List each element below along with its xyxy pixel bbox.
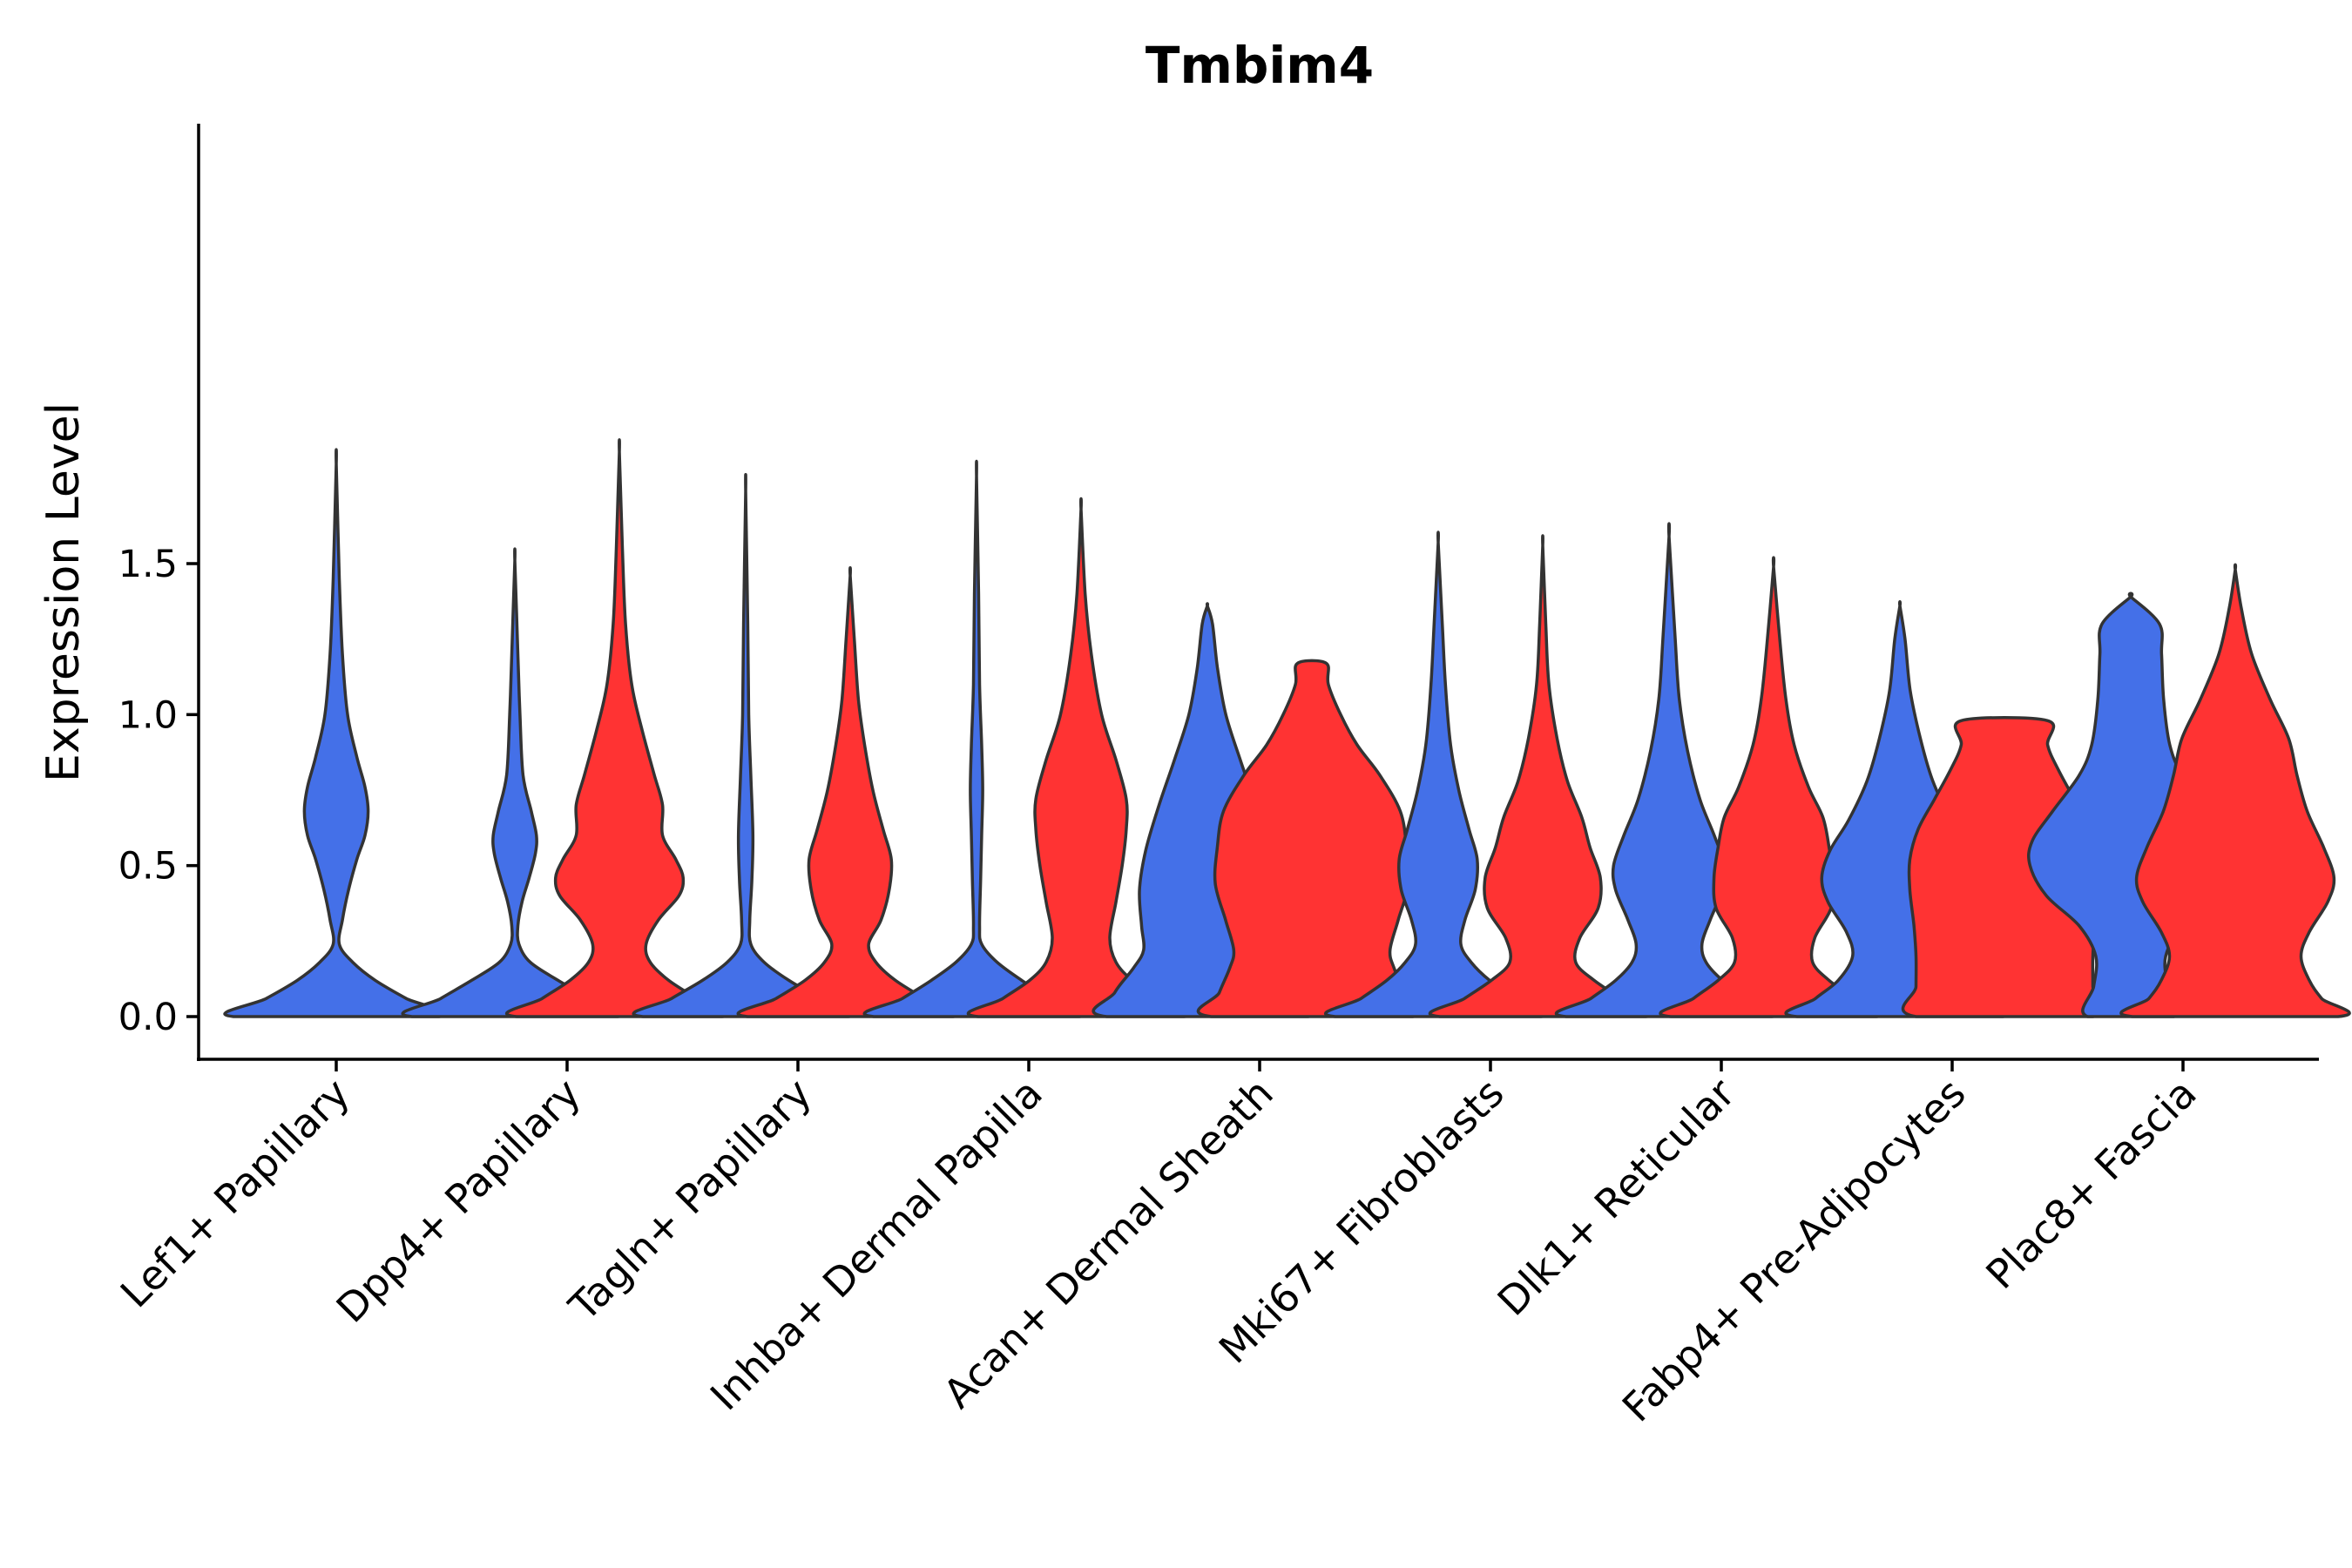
violin-group-blue xyxy=(401,547,629,1018)
violin-group-blue xyxy=(1554,522,1784,1018)
violin-group-blue xyxy=(862,459,1091,1018)
x-category-label: Dpp4+ Papillary xyxy=(328,1070,590,1332)
x-category-label: Tagln+ Papillary xyxy=(559,1070,821,1331)
y-tick-label: 1.0 xyxy=(118,693,178,737)
violin-group-red xyxy=(1428,534,1658,1018)
y-tick-label: 0.5 xyxy=(118,845,178,889)
y-axis-label: Expression Level xyxy=(37,402,90,782)
violins-layer xyxy=(223,438,2351,1018)
violin-group-blue xyxy=(1324,531,1552,1018)
violin-group-blue xyxy=(632,473,860,1018)
violin-group-red xyxy=(2119,563,2351,1018)
y-tick-label: 0.0 xyxy=(118,996,178,1039)
x-category-label: Plac8+ Fascia xyxy=(1977,1070,2205,1298)
violin-group-red xyxy=(1196,659,1428,1018)
x-category-label: Lef1+ Papillary xyxy=(112,1070,359,1317)
y-tick-label: 1.5 xyxy=(118,543,178,586)
violin-group-blue xyxy=(223,448,449,1018)
chart-title: Tmbim4 xyxy=(1146,36,1374,95)
violin-group-red xyxy=(736,566,964,1018)
violin-group-red xyxy=(966,497,1196,1018)
x-category-label: Dlk1+ Reticular xyxy=(1489,1070,1744,1325)
y-ticks: 0.0 0.5 1.0 1.5 xyxy=(118,543,199,1039)
violin-group-red xyxy=(505,438,733,1018)
